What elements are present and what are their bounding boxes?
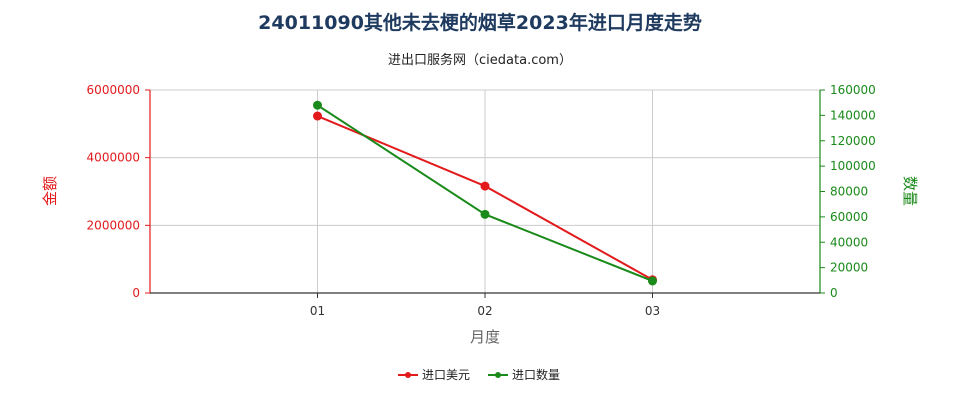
chart-title: 24011090其他未去梗的烟草2023年进口月度走势 [258,12,702,34]
legend-label: 进口美元 [422,368,470,382]
x-axis-tick-label: 02 [477,304,492,318]
chart-subtitle: 进出口服务网（ciedata.com） [388,53,572,68]
right-axis-tick-label: 140000 [830,108,876,122]
left-axis-tick-label: 4000000 [87,151,140,165]
legend-swatch-marker [495,372,501,378]
series-1-point [313,111,322,121]
left-axis-tick-label: 0 [132,286,140,300]
right-axis-label: 数量 [901,176,919,206]
right-axis-tick-label: 40000 [830,235,868,249]
x-axis-label: 月度 [470,328,500,346]
series-2-point [648,276,657,286]
right-axis-tick-label: 120000 [830,134,876,148]
x-axis-tick-label: 01 [310,304,325,318]
right-axis-tick-label: 0 [830,286,838,300]
right-axis-tick-label: 80000 [830,185,868,199]
left-axis-label: 金额 [41,176,59,206]
right-axis-tick-label: 60000 [830,210,868,224]
series-1-point [480,181,490,191]
series-2-point [480,209,490,219]
left-axis-tick-label: 6000000 [87,83,140,97]
x-axis-tick-label: 03 [645,304,660,318]
right-axis-tick-label: 160000 [830,83,876,97]
legend-label: 进口数量 [512,367,560,382]
series-2-point [313,100,322,110]
right-axis-tick-label: 100000 [830,159,876,173]
legend-swatch-marker [405,372,411,378]
left-axis-tick-label: 2000000 [87,218,140,232]
right-axis-tick-label: 20000 [830,261,868,275]
